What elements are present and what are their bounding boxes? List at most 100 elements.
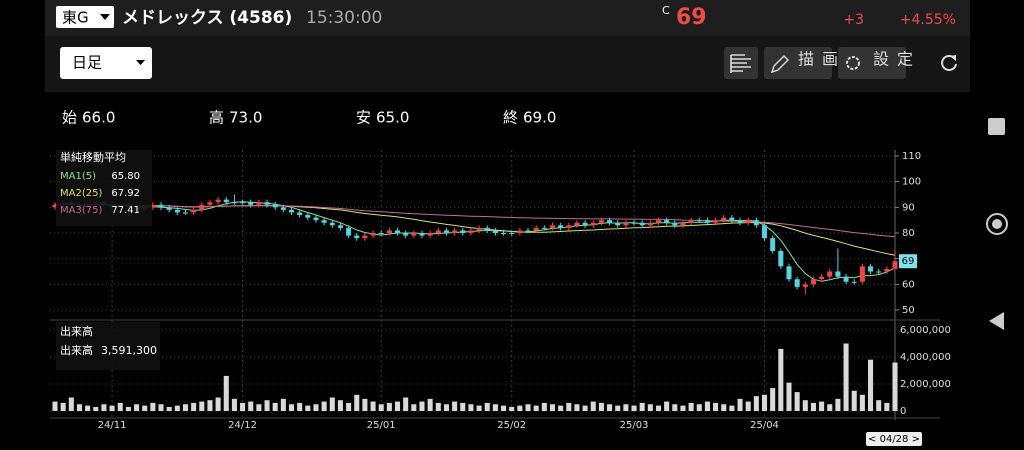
nav-recent[interactable]	[988, 118, 1005, 135]
volume-bar	[598, 402, 604, 411]
volume-bar	[394, 401, 401, 411]
legend-name: MA2(25)	[60, 188, 102, 199]
legend-value: 65.80	[111, 171, 140, 182]
candle-body	[574, 222, 580, 226]
candle-body	[427, 233, 433, 236]
candle-body	[672, 222, 678, 226]
candle-body	[305, 215, 311, 218]
candle-body	[566, 225, 572, 228]
settings-label: 設定	[873, 50, 921, 69]
candle-body	[346, 227, 352, 236]
candle-body	[696, 220, 702, 222]
nav-home[interactable]	[986, 213, 1008, 235]
volume-bar	[753, 396, 759, 411]
time: 15:30:00	[306, 8, 382, 28]
volume-bar	[859, 394, 865, 411]
draw-button[interactable]	[764, 47, 832, 79]
cursor-box	[866, 432, 922, 446]
volume-bar	[794, 392, 800, 411]
volume-bar	[623, 404, 629, 411]
nav-back[interactable]	[989, 312, 1004, 330]
volume-bar	[346, 402, 352, 411]
candle-body	[362, 235, 368, 239]
legend-title: 単純移動平均	[60, 150, 126, 164]
volume-bar	[166, 406, 172, 411]
candle-body	[525, 230, 531, 232]
volume-bar	[248, 401, 254, 411]
settings-button[interactable]	[838, 47, 906, 79]
volume-bar	[264, 400, 270, 411]
candle-body	[680, 222, 686, 226]
volume-bar	[215, 397, 221, 411]
candle-body	[297, 212, 303, 216]
candle-body	[688, 220, 694, 223]
candle-body	[868, 266, 874, 272]
volume-bar	[558, 405, 564, 411]
candle-body	[166, 207, 172, 210]
volume-bar	[688, 402, 694, 411]
period-select[interactable]	[60, 47, 152, 79]
volume-bar	[484, 402, 490, 411]
candle-body	[843, 276, 849, 282]
volume-bar	[868, 359, 874, 411]
volume-bar	[109, 405, 115, 411]
ohlc-value: 73.0	[229, 109, 262, 127]
candle-body	[501, 233, 507, 234]
candle-body	[288, 209, 295, 213]
candle-body	[191, 209, 197, 213]
volume-bar	[819, 401, 825, 411]
candle-body	[223, 199, 229, 203]
volume-bar	[615, 405, 621, 411]
market: 東G	[62, 9, 89, 27]
y-tick-label: 80	[902, 228, 915, 239]
candle-body	[199, 204, 205, 210]
volume-bar	[182, 404, 189, 411]
candle-body	[664, 220, 670, 223]
legend-box	[56, 150, 152, 226]
candle-body	[827, 271, 833, 277]
volume-bar	[60, 402, 66, 411]
candle-body	[713, 220, 719, 223]
candle-body	[215, 199, 221, 203]
price: 69	[676, 5, 707, 30]
x-tick-label: 25/03	[620, 420, 649, 431]
volume-bar	[639, 402, 645, 411]
candle-body	[876, 271, 882, 273]
y2-tick-label: 0	[900, 406, 906, 417]
volume-bar	[525, 404, 531, 411]
y2-tick-label: 6,000,000	[900, 325, 951, 336]
candle-body	[794, 279, 800, 287]
volume-bar	[460, 402, 466, 411]
candle-body	[280, 207, 286, 210]
legend-value: 67.92	[111, 188, 140, 199]
market-select[interactable]	[56, 6, 114, 28]
y-tick-label: 60	[902, 279, 915, 290]
volume-bar	[574, 404, 580, 411]
candle-body	[321, 220, 327, 223]
candle-body	[639, 222, 645, 226]
volume-bar	[721, 404, 727, 411]
volume-bar	[256, 404, 262, 411]
candle-body	[802, 284, 808, 287]
refresh-icon[interactable]	[941, 55, 957, 71]
volume-bar	[835, 398, 841, 411]
candle-body	[509, 233, 515, 234]
volume-bar	[337, 400, 343, 411]
candle-body	[256, 202, 262, 205]
volume-bar	[729, 405, 735, 411]
candle-body	[52, 204, 58, 208]
ohlc-value: 65.0	[376, 109, 409, 127]
candle-body	[598, 220, 604, 223]
candle-body	[370, 233, 376, 236]
volume-bar	[770, 388, 776, 411]
volume-bar	[403, 397, 409, 411]
refresh-arrow	[950, 55, 956, 61]
candle-body	[182, 212, 189, 214]
ohlc-label: 始	[62, 109, 77, 127]
volume-bar	[655, 405, 662, 411]
volume-bar	[231, 398, 237, 411]
candle-body	[468, 230, 474, 233]
volume-bar	[370, 401, 376, 411]
volume-bar	[134, 404, 140, 411]
